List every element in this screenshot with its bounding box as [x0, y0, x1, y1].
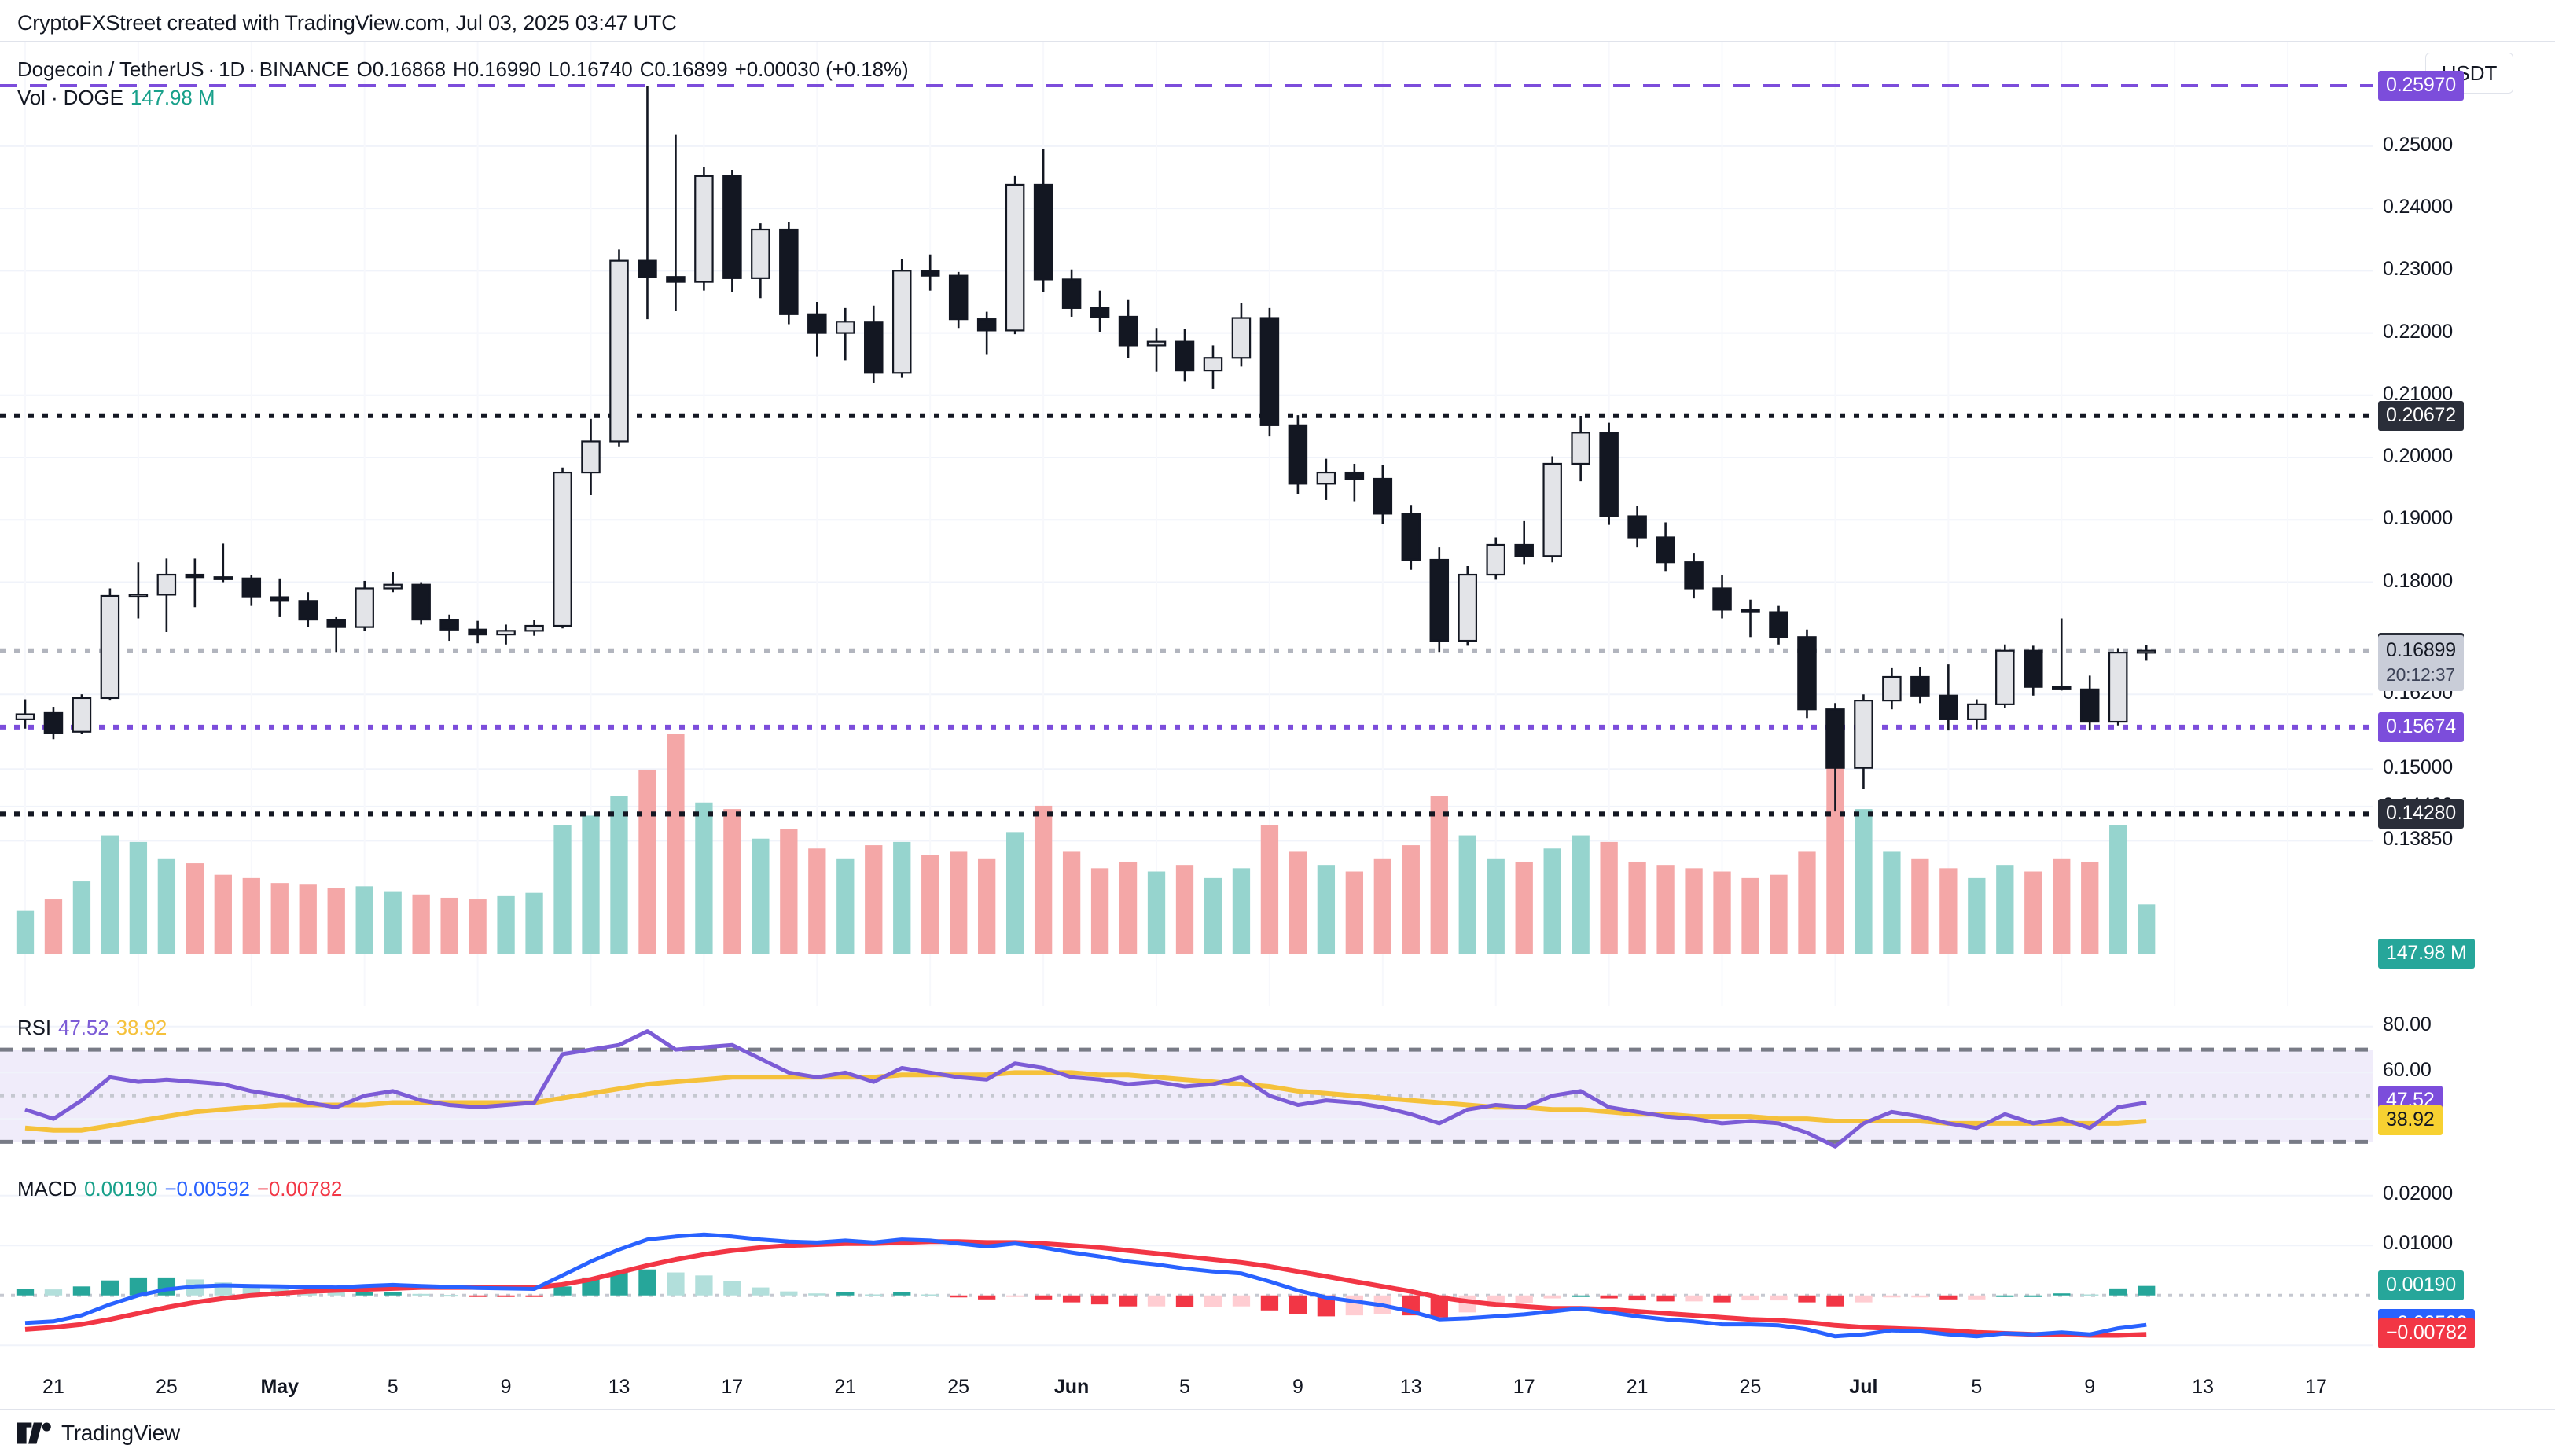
macd-signal-badge[interactable]: −0.00782 — [2378, 1318, 2476, 1349]
time-axis[interactable]: 2125May5913172125Jun5913172125Jul5913172… — [0, 1366, 2440, 1410]
time-axis-label: Jun — [1053, 1376, 1090, 1398]
time-axis-label: 13 — [608, 1376, 630, 1398]
time-axis-label: 21 — [42, 1376, 64, 1398]
resistance-dark-badge[interactable]: 0.20672 — [2378, 400, 2464, 431]
time-axis-label: 25 — [947, 1376, 970, 1398]
rsi-pane[interactable]: RSI 47.52 38.92 — [0, 1006, 2373, 1167]
time-axis-label: 21 — [834, 1376, 857, 1398]
tradingview-logo-icon — [17, 1422, 52, 1444]
price-tick-0.22000: 0.22000 — [2383, 320, 2453, 343]
price-tick-0.13850: 0.13850 — [2383, 828, 2453, 851]
macd-tick-002: 0.02000 — [2383, 1182, 2453, 1204]
time-axis-label: 13 — [2192, 1376, 2215, 1398]
time-axis-label: 17 — [721, 1376, 744, 1398]
time-axis-label: 9 — [2084, 1376, 2096, 1398]
time-axis-label: 25 — [1739, 1376, 1762, 1398]
time-axis-label: May — [260, 1376, 300, 1398]
time-axis-label: 13 — [1399, 1376, 1422, 1398]
price-tick-0.24000: 0.24000 — [2383, 196, 2453, 219]
time-axis-label: 9 — [1292, 1376, 1303, 1398]
price-tick-0.19000: 0.19000 — [2383, 507, 2453, 530]
time-axis-label: 5 — [1971, 1376, 1983, 1398]
support-dark-badge[interactable]: 0.14280 — [2378, 799, 2464, 829]
price-tick-0.25000: 0.25000 — [2383, 133, 2453, 156]
tradingview-branding[interactable]: TradingView — [17, 1421, 180, 1446]
last-price-badge[interactable]: 0.16899 20:12:37 — [2378, 634, 2464, 691]
price-tick-0.18000: 0.18000 — [2383, 569, 2453, 592]
resistance-level-badge[interactable]: 0.25970 — [2378, 70, 2464, 101]
tradingview-brand-name: TradingView — [61, 1421, 180, 1445]
volume-value-badge[interactable]: 147.98 M — [2378, 939, 2475, 969]
support-level-badge[interactable]: 0.15674 — [2378, 711, 2464, 742]
price-tick-0.20000: 0.20000 — [2383, 445, 2453, 468]
rsi-tick-80: 80.00 — [2383, 1013, 2432, 1035]
time-axis-label: 25 — [155, 1376, 178, 1398]
time-axis-label: 9 — [500, 1376, 512, 1398]
price-candlestick-plot[interactable] — [0, 42, 2373, 1006]
macd-plot[interactable] — [0, 1167, 2373, 1366]
chart-frame: Dogecoin / TetherUS · 1D · BINANCE O0.16868 H0… — [0, 41, 2555, 1410]
macd-tick-001: 0.01000 — [2383, 1232, 2453, 1255]
time-axis-label: 21 — [1626, 1376, 1649, 1398]
countdown-timer: 20:12:37 — [2386, 664, 2455, 685]
rsi-tick-60: 60.00 — [2383, 1059, 2432, 1082]
rsi-plot[interactable] — [0, 1006, 2373, 1167]
price-tick-0.15000: 0.15000 — [2383, 756, 2453, 779]
footer-bar: TradingView — [0, 1409, 2555, 1456]
rsi-ma-badge[interactable]: 38.92 — [2378, 1105, 2443, 1136]
attribution-text: CryptoFXStreet created with TradingView.… — [17, 11, 677, 35]
macd-hist-badge[interactable]: 0.00190 — [2378, 1270, 2464, 1300]
time-axis-label: 17 — [2305, 1376, 2327, 1398]
time-axis-label: 5 — [387, 1376, 399, 1398]
time-axis-label: Jul — [1849, 1376, 1878, 1398]
price-scale-axis[interactable]: USDT 0.25000 0.24000 0.23000 0.22000 0.21000… — [2373, 42, 2555, 1410]
time-axis-label: 17 — [1513, 1376, 1535, 1398]
price-tick-0.23000: 0.23000 — [2383, 258, 2453, 281]
time-axis-label: 5 — [1179, 1376, 1190, 1398]
price-pane[interactable]: Dogecoin / TetherUS · 1D · BINANCE O0.16868 H0… — [0, 42, 2373, 1006]
macd-pane[interactable]: MACD 0.00190 −0.00592 −0.00782 — [0, 1167, 2373, 1366]
